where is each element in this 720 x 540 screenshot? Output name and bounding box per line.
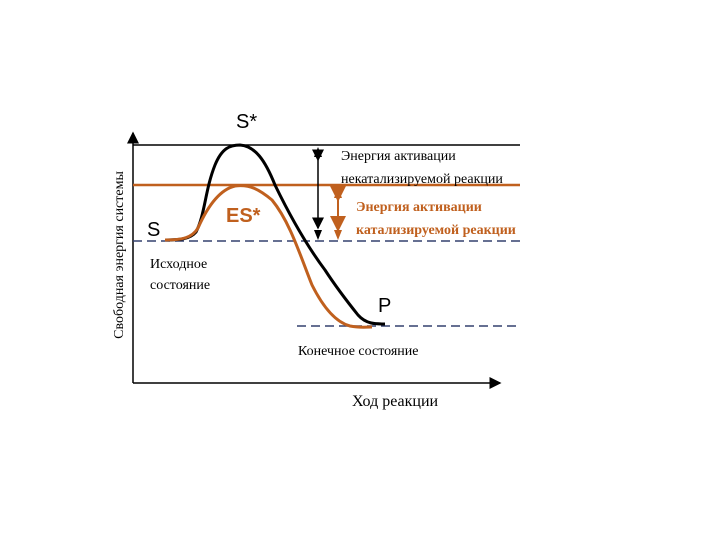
x-axis-label: Ход реакции: [352, 393, 439, 410]
arrow-heads: [314, 147, 322, 240]
uncatalyzed-text: некатализируемой реакции: [341, 172, 503, 187]
initial-state-text: Исходное: [150, 257, 207, 272]
label-s-star: S*: [236, 111, 257, 133]
catalyzed-text: катализируемой реакции: [356, 223, 516, 238]
label-s: S: [147, 219, 160, 241]
catalyzed-curve: [164, 184, 373, 329]
y-axis-label: Свободная энергия системы: [112, 171, 127, 339]
final-state-text: Конечное состояние: [298, 344, 419, 359]
catalyzed-text: Энергия активации: [356, 200, 482, 215]
label-es-star: ES*: [226, 205, 261, 227]
initial-state-text: состояние: [150, 278, 210, 293]
uncatalyzed-text: Энергия активации: [341, 149, 456, 164]
label-p: P: [378, 295, 391, 317]
